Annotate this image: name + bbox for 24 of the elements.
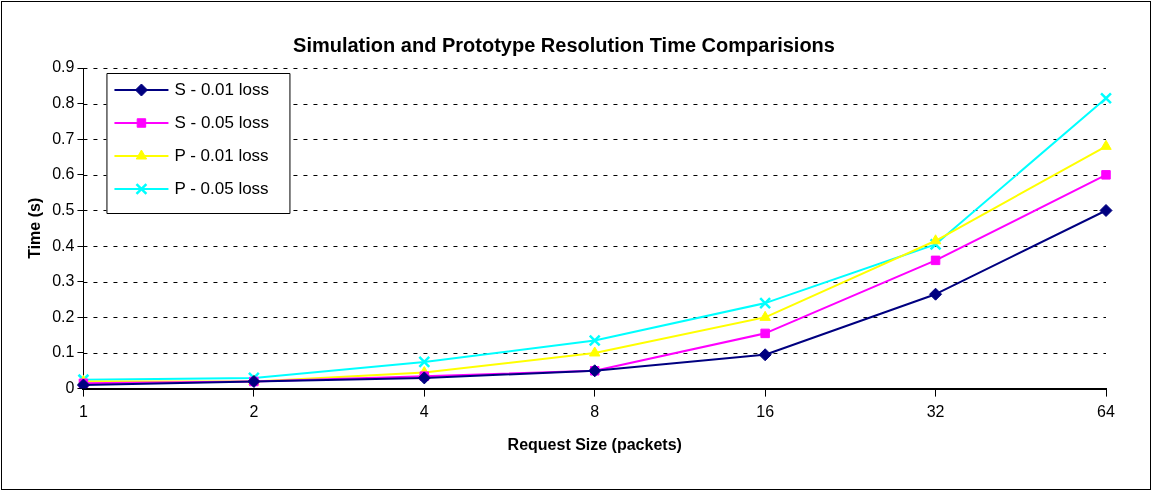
x-tick-label: 2 bbox=[249, 402, 259, 420]
x-tick-label: 64 bbox=[1097, 402, 1115, 420]
y-tick-label: 0.7 bbox=[52, 129, 75, 147]
y-tick-label: 0.6 bbox=[52, 165, 75, 183]
x-tick-label: 32 bbox=[926, 402, 945, 420]
y-tick-label: 0.9 bbox=[52, 58, 75, 76]
y-axis-title: Time (s) bbox=[26, 197, 44, 259]
x-tick-label: 8 bbox=[590, 402, 600, 420]
y-tick-label: 0.4 bbox=[52, 236, 75, 254]
y-tick-label: 0 bbox=[65, 379, 75, 397]
legend-label: P - 0.05 loss bbox=[174, 178, 269, 198]
x-axis-title: Request Size (packets) bbox=[507, 435, 682, 453]
y-tick-label: 0.3 bbox=[52, 272, 75, 290]
y-tick-label: 0.2 bbox=[52, 307, 75, 325]
y-tick-label: 0.1 bbox=[52, 343, 75, 361]
y-tick-label: 0.5 bbox=[52, 200, 75, 218]
y-tick-label: 0.8 bbox=[52, 94, 75, 112]
x-tick-label: 4 bbox=[419, 402, 429, 420]
x-tick-label: 16 bbox=[756, 402, 775, 420]
legend-label: S - 0.05 loss bbox=[174, 112, 269, 132]
legend-label: P - 0.01 loss bbox=[174, 145, 269, 165]
legend-label: S - 0.01 loss bbox=[174, 79, 269, 99]
chart-title: Simulation and Prototype Resolution Time Comparisions bbox=[293, 33, 835, 56]
x-tick-label: 1 bbox=[78, 402, 88, 420]
